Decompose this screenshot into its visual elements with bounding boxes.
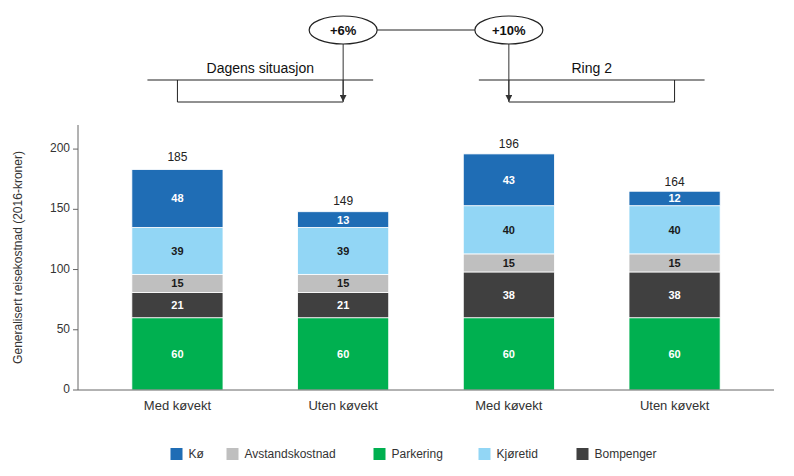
group-label: Dagens situasjon <box>207 60 314 76</box>
bar-segment <box>298 318 389 390</box>
bar-segment <box>463 318 554 390</box>
y-tick-label: 200 <box>50 141 70 155</box>
x-tick-label: Med køvekt <box>144 398 212 413</box>
bar-segment <box>629 206 720 254</box>
annotation-connector <box>377 30 475 31</box>
y-tick-label: 0 <box>63 382 70 396</box>
annotation-text: +6% <box>330 23 357 38</box>
bar-segment <box>463 272 554 318</box>
data-label: 12 <box>668 192 680 204</box>
data-label: 40 <box>503 224 515 236</box>
legend-swatch <box>577 448 589 460</box>
total-label: 196 <box>499 137 519 151</box>
bar-segment <box>132 274 223 292</box>
data-label: 39 <box>171 245 183 257</box>
data-label: 21 <box>337 299 349 311</box>
legend-swatch <box>227 448 239 460</box>
data-label: 15 <box>171 277 183 289</box>
bar-segment <box>132 170 223 228</box>
bar-segment <box>298 227 389 274</box>
bar-segment <box>629 191 720 205</box>
data-label: 38 <box>503 289 515 301</box>
total-label: 164 <box>665 175 685 189</box>
y-tick-label: 150 <box>50 201 70 215</box>
bar-segment <box>629 254 720 272</box>
data-label: 13 <box>337 214 349 226</box>
bars <box>132 154 720 390</box>
legend-label: Parkering <box>392 447 443 461</box>
bar-segment <box>132 227 223 274</box>
bar-segment <box>463 206 554 254</box>
x-axis-line <box>78 390 774 391</box>
group-label: Ring 2 <box>571 60 612 76</box>
legend-label: Kø <box>189 447 205 461</box>
y-tick <box>73 390 78 391</box>
legend-label: Bompenger <box>595 447 657 461</box>
data-label: 60 <box>337 348 349 360</box>
group-bracket <box>674 80 675 102</box>
legend-swatch <box>479 448 491 460</box>
data-label: 48 <box>171 192 183 204</box>
y-tick-label: 50 <box>57 322 71 336</box>
legend: Kø Avstandskostnad Parkering Kjøretid Bompen… <box>171 447 657 461</box>
data-label: 21 <box>171 299 183 311</box>
y-tick <box>73 329 78 330</box>
x-tick-label: Uten køvekt <box>308 398 378 413</box>
y-tick <box>73 149 78 150</box>
chart-container: 0 50 100 150 200 Generalisert reisekostnad (2… <box>0 0 794 476</box>
annotation-ellipse <box>475 16 543 44</box>
data-label: 15 <box>337 277 349 289</box>
bar-segment <box>132 292 223 317</box>
data-label: 15 <box>503 257 515 269</box>
legend-swatch <box>374 448 386 460</box>
bar-segment <box>298 274 389 292</box>
annotation-ellipse <box>309 16 377 44</box>
total-label: 185 <box>167 150 187 164</box>
group-bracket <box>177 80 178 102</box>
bar-segment <box>298 212 389 228</box>
bar-segment <box>132 318 223 390</box>
data-labels: 60 60 60 60 21 21 38 38 15 15 15 15 39 39 40 40 48 13 43 12… <box>167 137 684 360</box>
bar-segment <box>629 272 720 318</box>
y-axis-label: Generalisert reisekostnad (2016-kroner) <box>11 151 25 364</box>
annotations: Dagens situasjon Ring 2 +6% +10% <box>147 16 704 102</box>
x-tick-label: Uten køvekt <box>640 398 710 413</box>
data-label: 40 <box>668 224 680 236</box>
total-label: 149 <box>333 194 353 208</box>
legend-label: Kjøretid <box>497 447 538 461</box>
data-label: 43 <box>503 174 515 186</box>
group-underline <box>147 79 373 80</box>
data-label: 39 <box>337 245 349 257</box>
annotation-arrow <box>508 44 509 101</box>
y-tick <box>73 209 78 210</box>
group-bracket <box>509 102 675 103</box>
data-label: 60 <box>503 348 515 360</box>
annotation-text: +10% <box>492 23 526 38</box>
bar-segment <box>298 292 389 317</box>
group-bracket <box>177 102 343 103</box>
data-label: 60 <box>171 348 183 360</box>
data-label: 60 <box>668 348 680 360</box>
annotation-arrow <box>343 44 344 101</box>
bar-segment <box>463 254 554 272</box>
legend-swatch <box>171 448 183 460</box>
data-label: 15 <box>668 257 680 269</box>
group-underline <box>479 79 705 80</box>
bar-segment <box>629 318 720 390</box>
legend-label: Avstandskostnad <box>245 447 336 461</box>
data-label: 38 <box>668 289 680 301</box>
bar-segment <box>463 154 554 206</box>
chart-svg: 0 50 100 150 200 Generalisert reisekostnad (2… <box>0 0 794 476</box>
x-tick-label: Med køvekt <box>475 398 543 413</box>
y-tick-label: 100 <box>50 262 70 276</box>
y-tick <box>73 269 78 270</box>
y-axis-line <box>78 125 79 390</box>
